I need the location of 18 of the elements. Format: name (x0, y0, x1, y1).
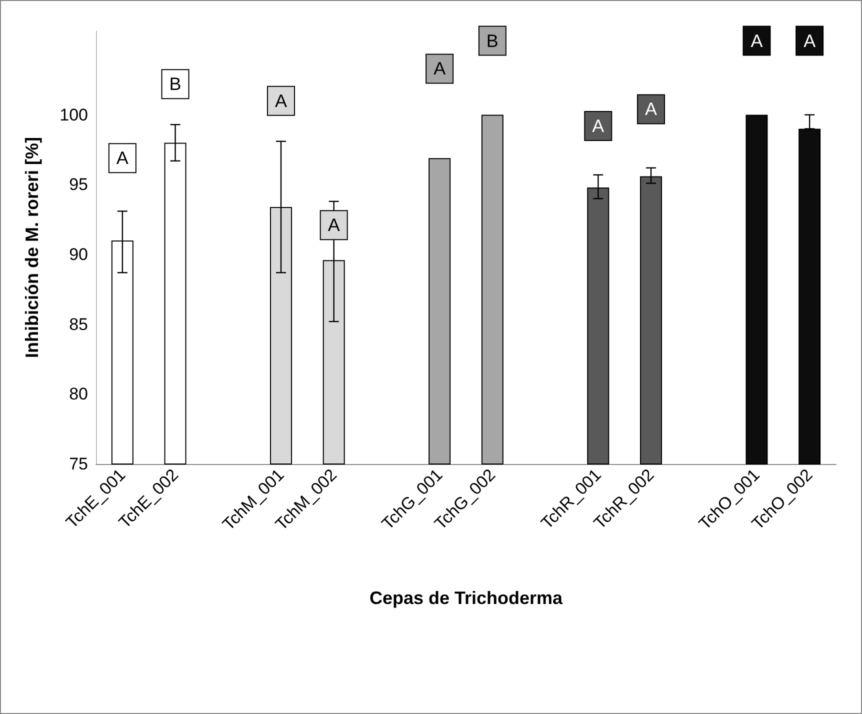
annotation: B (486, 30, 498, 51)
y-tick-label: 100 (60, 105, 88, 124)
y-axis-title: Inhibición de M. roreri [%] (22, 136, 42, 358)
annotation: A (328, 215, 340, 236)
annotation: B (169, 74, 182, 94)
annotation: A (644, 99, 658, 120)
y-tick-label: 90 (69, 244, 88, 264)
y-tick-label: 85 (69, 314, 88, 334)
y-tick-label: 95 (69, 175, 88, 194)
x-axis-title: Cepas de Trichoderma (369, 588, 564, 608)
annotation: A (434, 58, 446, 79)
y-tick-label: 75 (69, 454, 88, 474)
annotation: A (116, 148, 128, 168)
annotation: A (592, 116, 604, 136)
annotation: A (804, 30, 816, 51)
annotation: A (750, 30, 763, 51)
annotation: A (274, 90, 288, 111)
y-tick-label: 80 (69, 384, 88, 404)
